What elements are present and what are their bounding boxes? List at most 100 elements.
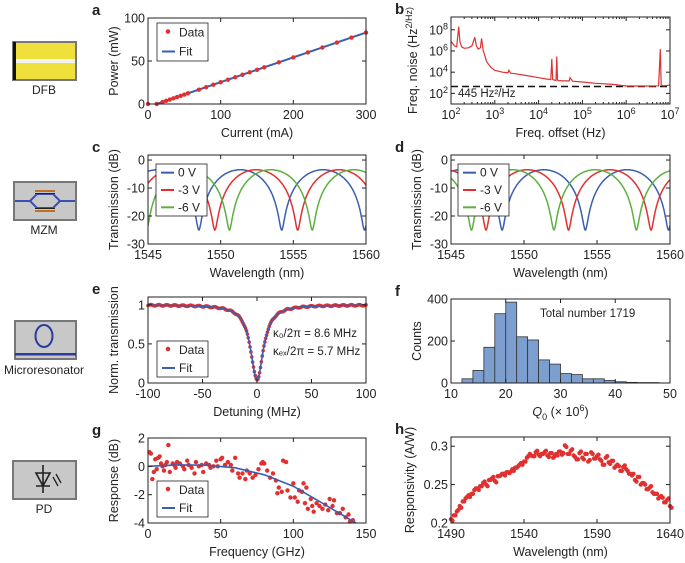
legend-label: Data: [179, 483, 205, 497]
legend-marker: [165, 346, 171, 352]
x-tick-label: 300: [356, 108, 377, 122]
data-point: [453, 513, 458, 518]
x-tick-label: 1590: [583, 527, 611, 541]
y-axis-label: Transmission (dB): [410, 149, 424, 250]
data-point: [270, 471, 276, 476]
data-point: [185, 458, 190, 463]
data-point: [532, 453, 537, 459]
y-tick-label: -30: [430, 238, 448, 252]
plot-frame: [450, 436, 671, 524]
chart-panel-g: Data Fit 0 50 100 150 2 0 -2 -4 Frequency (GHz) Res…: [92, 422, 376, 559]
y-tick-label: -4: [134, 517, 145, 531]
legend-label: Fit: [179, 45, 193, 59]
x-tick-label: 0: [145, 527, 152, 541]
x-tick-label: 0: [254, 387, 261, 401]
data-point: [642, 482, 648, 487]
data-point: [247, 70, 252, 75]
data-point: [275, 491, 280, 496]
data-point: [648, 483, 654, 489]
data-point: [334, 40, 340, 45]
data-point: [193, 459, 199, 465]
x-axis-label: Current (mA): [221, 126, 293, 140]
data-point: [523, 459, 528, 464]
legend-marker: [165, 29, 171, 34]
data-point: [314, 500, 319, 506]
data-point: [157, 454, 162, 459]
data-point: [173, 465, 178, 470]
x-axis-label: Q0 (× 106): [532, 403, 588, 422]
panel-letter: b: [395, 1, 404, 18]
y-tick-label: 0: [138, 98, 145, 112]
data-point: [166, 442, 171, 448]
data-point: [485, 483, 490, 489]
x-tick-label: 50: [214, 527, 228, 541]
y-tick-label: 100: [124, 12, 145, 26]
data-point: [214, 458, 219, 463]
y-tick-label: 102: [429, 85, 448, 101]
x-tick-label: 1555: [279, 248, 307, 262]
data-point: [262, 65, 267, 70]
data-point: [555, 453, 560, 458]
x-tick-label: 105: [573, 106, 592, 122]
data-point: [167, 469, 172, 475]
y-axis-label: Norm. transmission: [107, 286, 121, 394]
data-point: [301, 481, 306, 486]
data-point: [254, 67, 260, 73]
x-tick-label: 150: [356, 527, 377, 541]
data-point: [150, 476, 155, 482]
data-point: [196, 87, 202, 92]
data-point: [305, 506, 311, 512]
y-tick-label: -10: [127, 182, 145, 196]
y-tick-label: 0: [441, 154, 448, 168]
chart-panel-e: Data Fit κ₀/2π = 8.6 MHz κₑₓ/2π = 5.7 MHz -1…: [92, 281, 376, 419]
data-point: [218, 80, 223, 85]
data-point: [534, 448, 540, 454]
data-point: [283, 459, 289, 465]
data-point: [189, 465, 194, 470]
data-point: [549, 450, 554, 456]
data-point: [233, 455, 238, 461]
data-point: [569, 447, 575, 452]
data-point: [182, 466, 187, 472]
data-point: [340, 506, 345, 512]
data-point: [264, 468, 270, 473]
y-tick-label: 0: [441, 377, 448, 391]
y-tick-label: 0.3: [431, 440, 448, 454]
histogram-bar: [483, 346, 496, 384]
transmission-curve: [451, 168, 670, 232]
data-point: [291, 481, 296, 486]
data-point: [587, 457, 592, 463]
panel-letter: e: [92, 281, 100, 298]
mzm-icon: [13, 181, 77, 221]
plot-frame: [147, 437, 367, 524]
y-tick-label: -20: [127, 210, 145, 224]
y-tick-label: 0.25: [424, 478, 448, 492]
plot-frame: [147, 154, 367, 245]
data-point: [311, 509, 316, 514]
y-axis-label: Counts: [410, 321, 424, 361]
data-point: [237, 475, 242, 480]
data-point: [654, 491, 660, 497]
data-point: [631, 471, 636, 477]
total-annotation: Total number 1719: [540, 308, 635, 320]
legend: [156, 340, 209, 378]
noise-curve: [451, 26, 670, 87]
x-axis-label: Wavelength (nm): [513, 545, 608, 559]
x-tick-label: 20: [499, 387, 513, 401]
data-point: [476, 487, 481, 493]
y-axis-label: Power (mW): [107, 26, 121, 95]
data-point: [182, 92, 187, 97]
data-point: [320, 506, 325, 512]
data-point: [470, 491, 476, 497]
histogram-bar: [592, 378, 605, 384]
x-tick-label: -100: [135, 387, 160, 401]
data-point: [543, 448, 549, 454]
data-point: [230, 468, 235, 473]
plot-frame: [450, 298, 671, 384]
histogram-bar: [571, 374, 583, 384]
data-point: [596, 452, 601, 457]
data-point: [590, 451, 595, 457]
legend-label: Data: [179, 26, 205, 40]
chart-panel-a: Data Fit 0 100 200 300 0 50 100 Current (mA) Power…: [92, 2, 376, 140]
